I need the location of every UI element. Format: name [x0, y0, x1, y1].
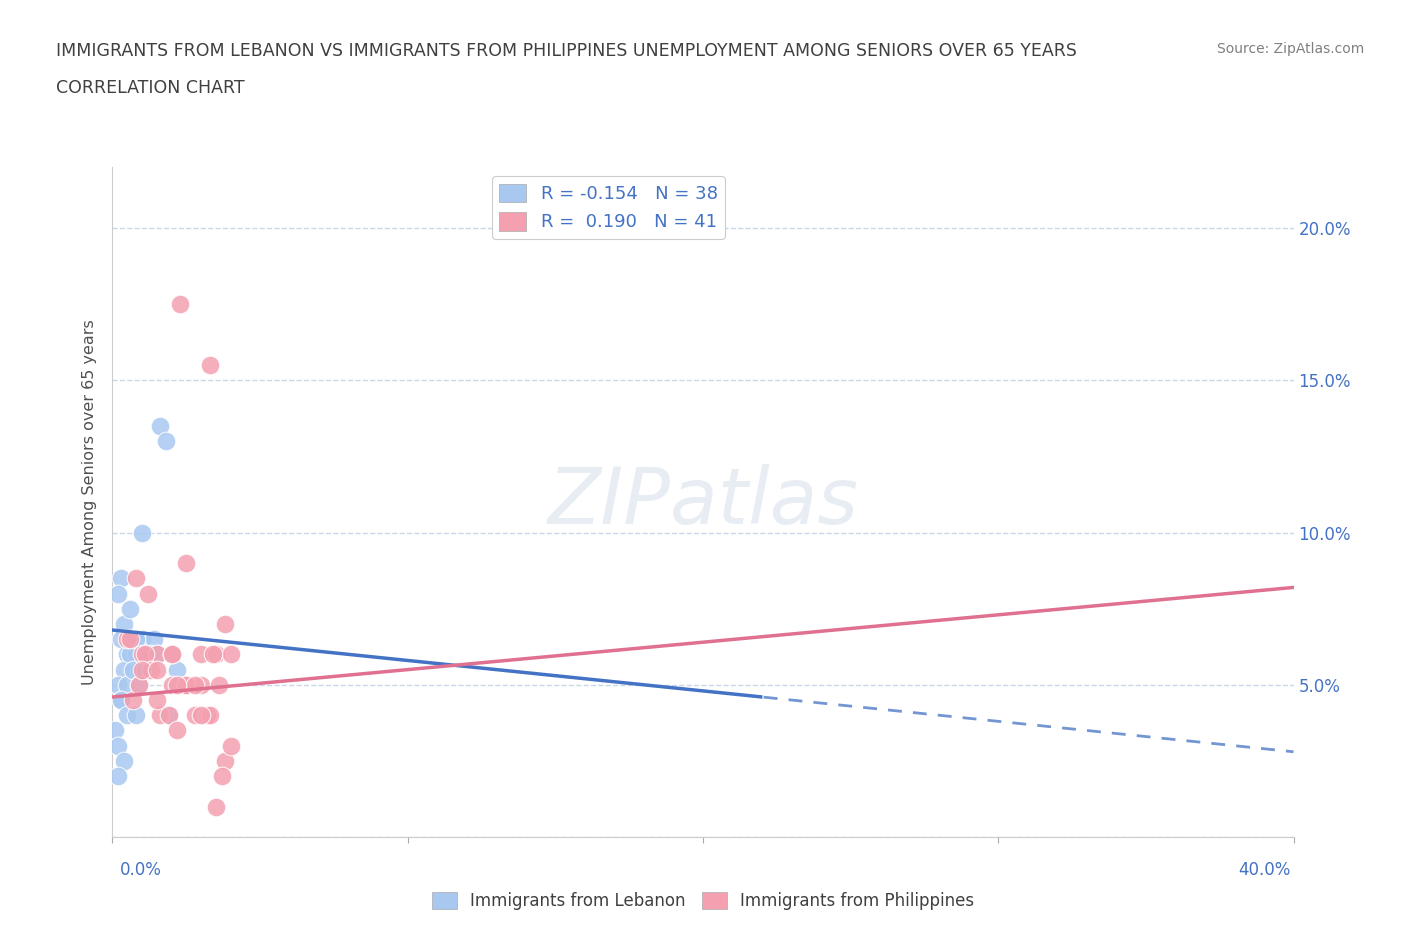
Point: [195, 708, 218, 723]
Point: [134, 662, 156, 677]
Point: [198, 708, 221, 723]
Point: [112, 753, 135, 768]
Point: [166, 723, 188, 737]
Point: [131, 525, 153, 540]
Point: [157, 708, 180, 723]
Point: [205, 799, 228, 814]
Point: [190, 708, 212, 723]
Point: [174, 555, 197, 570]
Point: [198, 358, 221, 373]
Point: [160, 647, 183, 662]
Point: [104, 723, 127, 737]
Point: [146, 647, 169, 662]
Text: Source: ZipAtlas.com: Source: ZipAtlas.com: [1216, 42, 1364, 56]
Point: [214, 753, 236, 768]
Point: [155, 434, 177, 449]
Point: [110, 693, 132, 708]
Point: [107, 586, 129, 601]
Point: [142, 631, 165, 646]
Point: [125, 571, 148, 586]
Point: [190, 677, 212, 692]
Point: [201, 647, 224, 662]
Point: [122, 693, 145, 708]
Point: [120, 647, 142, 662]
Point: [125, 647, 148, 662]
Point: [128, 662, 150, 677]
Text: CORRELATION CHART: CORRELATION CHART: [56, 79, 245, 97]
Point: [134, 647, 156, 662]
Point: [107, 738, 129, 753]
Legend: R = -0.154   N = 38, R =  0.190   N = 41: R = -0.154 N = 38, R = 0.190 N = 41: [492, 177, 725, 239]
Point: [107, 677, 129, 692]
Point: [134, 647, 156, 662]
Point: [160, 647, 183, 662]
Point: [112, 662, 135, 677]
Point: [157, 708, 180, 723]
Point: [219, 647, 242, 662]
Point: [117, 647, 138, 662]
Point: [139, 647, 162, 662]
Point: [112, 617, 135, 631]
Point: [131, 631, 153, 646]
Point: [136, 647, 159, 662]
Point: [117, 708, 138, 723]
Point: [219, 738, 242, 753]
Point: [146, 662, 169, 677]
Point: [128, 677, 150, 692]
Point: [120, 602, 142, 617]
Point: [122, 662, 145, 677]
Text: IMMIGRANTS FROM LEBANON VS IMMIGRANTS FROM PHILIPPINES UNEMPLOYMENT AMONG SENIOR: IMMIGRANTS FROM LEBANON VS IMMIGRANTS FR…: [56, 42, 1077, 60]
Point: [107, 769, 129, 784]
Point: [169, 297, 191, 312]
Text: 0.0%: 0.0%: [120, 860, 162, 879]
Point: [128, 677, 150, 692]
Point: [110, 693, 132, 708]
Text: 40.0%: 40.0%: [1239, 860, 1291, 879]
Point: [174, 677, 197, 692]
Point: [208, 677, 231, 692]
Point: [117, 631, 138, 646]
Point: [122, 662, 145, 677]
Point: [139, 662, 162, 677]
Point: [125, 631, 148, 646]
Point: [160, 647, 183, 662]
Point: [131, 647, 153, 662]
Y-axis label: Unemployment Among Seniors over 65 years: Unemployment Among Seniors over 65 years: [82, 319, 97, 685]
Point: [110, 631, 132, 646]
Point: [131, 662, 153, 677]
Point: [211, 769, 233, 784]
Point: [205, 647, 228, 662]
Point: [184, 708, 207, 723]
Point: [149, 418, 172, 433]
Point: [166, 662, 188, 677]
Legend: Immigrants from Lebanon, Immigrants from Philippines: Immigrants from Lebanon, Immigrants from…: [425, 885, 981, 917]
Point: [125, 708, 148, 723]
Point: [160, 677, 183, 692]
Text: ZIPatlas: ZIPatlas: [547, 464, 859, 540]
Point: [166, 677, 188, 692]
Point: [146, 647, 169, 662]
Point: [117, 677, 138, 692]
Point: [146, 693, 169, 708]
Point: [174, 677, 197, 692]
Point: [174, 677, 197, 692]
Point: [190, 647, 212, 662]
Point: [120, 631, 142, 646]
Point: [149, 708, 172, 723]
Point: [110, 571, 132, 586]
Point: [184, 677, 207, 692]
Point: [214, 617, 236, 631]
Point: [136, 586, 159, 601]
